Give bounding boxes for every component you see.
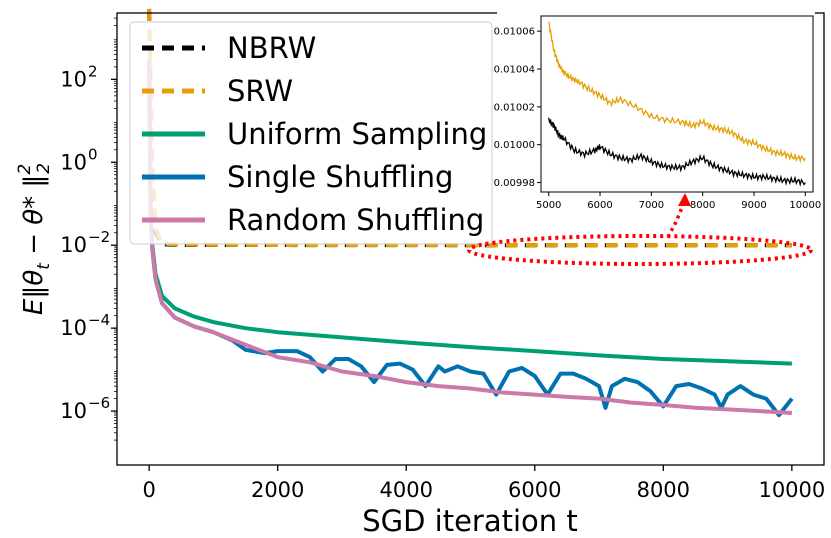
x-tick-label: 2000 <box>251 478 304 502</box>
inset-x-tick-label: 5000 <box>536 200 561 211</box>
main-plot-frame <box>116 12 825 466</box>
y-tick-label: 10 <box>60 233 87 257</box>
zoom-arrow-head <box>678 193 691 206</box>
zoom-arrow-line <box>666 204 685 238</box>
y-tick-exponent: −2 <box>88 228 110 246</box>
x-tick-label: 0 <box>142 478 155 502</box>
legend-label: Random Shuffling <box>227 203 484 237</box>
zoom-ellipse <box>467 234 813 266</box>
x-tick-label: 10000 <box>758 478 825 502</box>
inset-y-tick-label: 0.01002 <box>494 102 535 113</box>
y-tick-exponent: 2 <box>88 62 98 80</box>
legend-label: Uniform Sampling <box>227 117 487 151</box>
inset-series-line-1 <box>548 117 806 187</box>
y-tick-label: 10 <box>60 399 87 423</box>
inset-y-tick-label: 0.01004 <box>494 64 535 75</box>
y-axis-label: E‖θt − θ* ‖22 <box>15 163 54 315</box>
inset-x-tick-label: 7000 <box>639 200 664 211</box>
inset-x-tick-label: 10000 <box>789 200 821 211</box>
y-tick-label: 10 <box>60 316 87 340</box>
inset-series-lines <box>548 21 806 187</box>
inset-y-axis-ticks: 0.00998 0.01000 0.01002 0.01004 0.01006 <box>494 27 541 189</box>
x-axis-ticks: 0 2000 4000 6000 8000 10000 <box>142 465 825 502</box>
y-tick-exponent: 0 <box>88 145 98 163</box>
legend-label: Single Shuffling <box>227 160 453 194</box>
inset-background <box>497 12 815 217</box>
x-axis-label: SGD iteration t <box>362 504 578 538</box>
inset-x-tick-label: 9000 <box>741 200 766 211</box>
series-line-3 <box>147 59 794 418</box>
inset-x-axis-ticks: 5000 6000 7000 8000 9000 10000 <box>536 192 821 211</box>
inset-x-tick-label: 6000 <box>587 200 612 211</box>
legend-box <box>129 21 493 245</box>
inset-y-tick-label: 0.00998 <box>494 178 535 189</box>
y-tick-label: 10 <box>60 67 87 91</box>
inset-chart: 5000 6000 7000 8000 9000 10000 0.00998 0.01000… <box>494 12 821 217</box>
legend-label: NBRW <box>227 31 316 65</box>
zoom-highlight-annotation <box>467 193 813 266</box>
inset-series-line-0 <box>548 21 806 164</box>
legend: NBRW SRW Uniform Sampling Single Shuffling R… <box>129 21 493 245</box>
x-tick-label: 8000 <box>637 478 690 502</box>
inset-x-tick-label: 8000 <box>690 200 715 211</box>
y-tick-exponent: −4 <box>88 311 110 329</box>
y-tick-label: 10 <box>60 150 87 174</box>
series-line-4 <box>147 59 793 415</box>
x-tick-label: 6000 <box>508 478 561 502</box>
inset-y-tick-label: 0.01000 <box>494 140 535 151</box>
x-tick-label: 4000 <box>380 478 433 502</box>
inset-plot-frame <box>540 15 814 193</box>
y-tick-exponent: −6 <box>88 394 110 412</box>
svg-text:E‖θt − θ* ‖22: E‖θt − θ* ‖22 <box>15 163 54 315</box>
main-series-lines <box>147 8 794 418</box>
legend-label: SRW <box>227 74 293 108</box>
inset-y-tick-label: 0.01006 <box>494 27 535 38</box>
